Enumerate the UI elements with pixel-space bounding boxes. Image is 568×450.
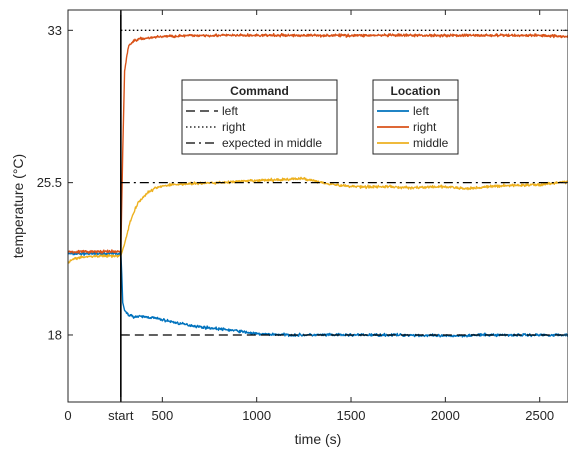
series-layer xyxy=(67,32,568,338)
legend-entry-label: right xyxy=(222,120,246,134)
x-tick-label: 500 xyxy=(151,408,173,423)
legend-command: Command left right expected in middle xyxy=(181,79,338,155)
y-axis-title: temperature (°C) xyxy=(10,154,26,258)
legend-title: Command xyxy=(230,84,289,98)
x-tick-label: start xyxy=(108,408,134,423)
legend-box xyxy=(372,79,459,155)
tick-layer: 0 start 500 1000 1500 2000 2500 18 25.5 33 xyxy=(37,10,568,423)
command-layer xyxy=(120,10,568,402)
legend-entry-label: left xyxy=(413,104,430,118)
plot-area-box xyxy=(67,9,568,403)
x-tick-label: 2500 xyxy=(525,408,554,423)
y-tick-label: 33 xyxy=(48,23,62,38)
legend-layer: Command left right expected in middle Locati… xyxy=(181,79,459,155)
x-tick-label: 1000 xyxy=(242,408,271,423)
x-axis-title: time (s) xyxy=(295,431,342,447)
legend-title: Location xyxy=(391,84,441,98)
legend-entry-label: middle xyxy=(413,136,449,150)
y-tick-label: 18 xyxy=(48,327,62,342)
legend-entry-label: left xyxy=(222,104,239,118)
axes-frame xyxy=(67,9,568,403)
legend-entry-label: right xyxy=(413,120,437,134)
x-tick-label: 0 xyxy=(64,408,71,423)
legend-box xyxy=(181,79,338,155)
series-line-left xyxy=(67,251,568,338)
series-line-middle xyxy=(67,176,568,264)
x-tick-label: 2000 xyxy=(431,408,460,423)
legend-entry-label: expected in middle xyxy=(222,136,322,150)
y-tick-label: 25.5 xyxy=(37,175,62,190)
legend-location: Location left right middle xyxy=(372,79,459,155)
series-line-right xyxy=(67,32,568,254)
x-tick-label: 1500 xyxy=(337,408,366,423)
